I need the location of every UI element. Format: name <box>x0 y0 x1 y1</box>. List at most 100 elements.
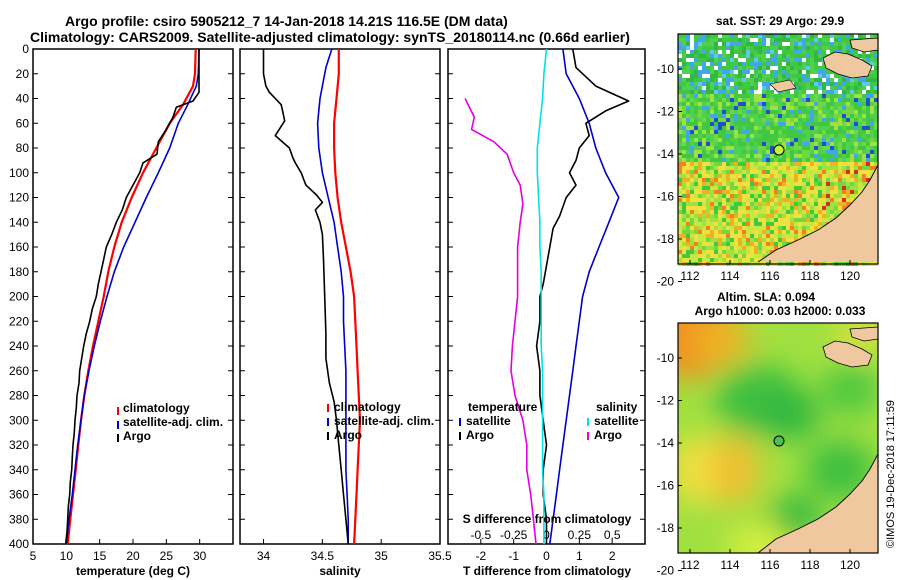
sst-cell <box>678 250 682 254</box>
x-tick-label: 34.5 <box>311 549 335 563</box>
sst-cell <box>822 158 826 162</box>
sst-cell <box>826 202 830 206</box>
x-tick-label: 0.25 <box>568 528 592 542</box>
sst-cell <box>854 174 858 178</box>
series-line-satellite-adj-clim- <box>65 48 200 545</box>
sst-cell <box>782 162 786 166</box>
sst-cell <box>690 114 694 118</box>
sst-cell <box>694 110 698 114</box>
sst-cell <box>730 34 734 38</box>
sst-cell <box>754 242 758 246</box>
sst-cell <box>754 58 758 62</box>
sst-cell <box>710 158 714 162</box>
sst-cell <box>774 174 778 178</box>
sst-cell <box>770 190 774 194</box>
sst-cell <box>758 46 762 50</box>
sst-cell <box>714 106 718 110</box>
sst-cell <box>742 226 746 230</box>
sst-cell <box>686 210 690 214</box>
depth-tick-label: 320 <box>9 438 29 452</box>
sst-cell <box>718 94 722 98</box>
sst-cell <box>838 146 842 150</box>
salinity-x-axis: 34 34.5 35 35.5 <box>240 73 452 563</box>
sst-cell <box>858 186 862 190</box>
sst-cell <box>794 102 798 106</box>
map-y-tick-label: -10 <box>657 62 675 76</box>
sst-cell <box>706 230 710 234</box>
sst-cell <box>750 66 754 70</box>
sst-cell <box>774 178 778 182</box>
sst-cell <box>690 194 694 198</box>
sst-cell <box>814 150 818 154</box>
x-tick-label: 5 <box>30 549 37 563</box>
sst-cell <box>718 142 722 146</box>
map-y-tick-label: -20 <box>657 564 675 578</box>
sst-cell <box>694 150 698 154</box>
sst-cell <box>866 50 870 54</box>
sst-cell <box>742 126 746 130</box>
sst-cell <box>686 62 690 66</box>
sst-cell <box>750 86 754 90</box>
sst-cell <box>678 190 682 194</box>
sst-cell <box>794 66 798 70</box>
sst-cell <box>762 214 766 218</box>
sst-cell <box>810 206 814 210</box>
sst-cell <box>834 86 838 90</box>
sst-cell <box>726 78 730 82</box>
sst-cell <box>730 218 734 222</box>
sst-cell <box>682 74 686 78</box>
depth-tick-label: 100 <box>9 166 29 180</box>
sst-cell <box>686 222 690 226</box>
sst-cell <box>770 86 774 90</box>
sst-cell <box>702 126 706 130</box>
sst-cell <box>702 34 706 38</box>
sst-cell <box>830 190 834 194</box>
sst-cell <box>698 190 702 194</box>
sst-cell <box>726 198 730 202</box>
sst-cell <box>766 134 770 138</box>
sst-cell <box>766 190 770 194</box>
sst-cell <box>766 38 770 42</box>
sst-cell <box>706 122 710 126</box>
x-tick-label: 25 <box>160 549 174 563</box>
sst-cell <box>802 110 806 114</box>
sst-cell <box>778 122 782 126</box>
sst-cell <box>678 54 682 58</box>
sst-cell <box>710 218 714 222</box>
sst-cell <box>718 42 722 46</box>
sst-cell <box>782 118 786 122</box>
sst-cell <box>734 138 738 142</box>
sst-cell <box>706 186 710 190</box>
sst-cell <box>850 102 854 106</box>
sst-cell <box>794 70 798 74</box>
sst-cell <box>746 46 750 50</box>
sst-cell <box>870 50 874 54</box>
sst-cell <box>750 102 754 106</box>
sst-cell <box>758 146 762 150</box>
sst-cell <box>874 66 878 70</box>
sst-cell <box>710 242 714 246</box>
sst-cell <box>678 234 682 238</box>
sst-cell <box>846 118 850 122</box>
temperature-series <box>64 48 200 545</box>
sst-cell <box>738 42 742 46</box>
sst-cell <box>770 166 774 170</box>
difference-axes-frame <box>447 48 646 545</box>
sst-cell <box>850 50 854 54</box>
sst-cell <box>842 146 846 150</box>
sst-cell <box>758 150 762 154</box>
sst-cell <box>726 82 730 86</box>
sst-cell <box>810 82 814 86</box>
sst-cell <box>706 62 710 66</box>
sst-cell <box>846 158 850 162</box>
sst-cell <box>782 186 786 190</box>
sst-cell <box>678 222 682 226</box>
sst-cell <box>738 250 742 254</box>
sst-cell <box>846 194 850 198</box>
sst-cell <box>686 118 690 122</box>
sst-cell <box>710 254 714 258</box>
sst-cell <box>710 98 714 102</box>
sst-cell <box>790 42 794 46</box>
sst-cell <box>734 190 738 194</box>
sst-cell <box>798 102 802 106</box>
